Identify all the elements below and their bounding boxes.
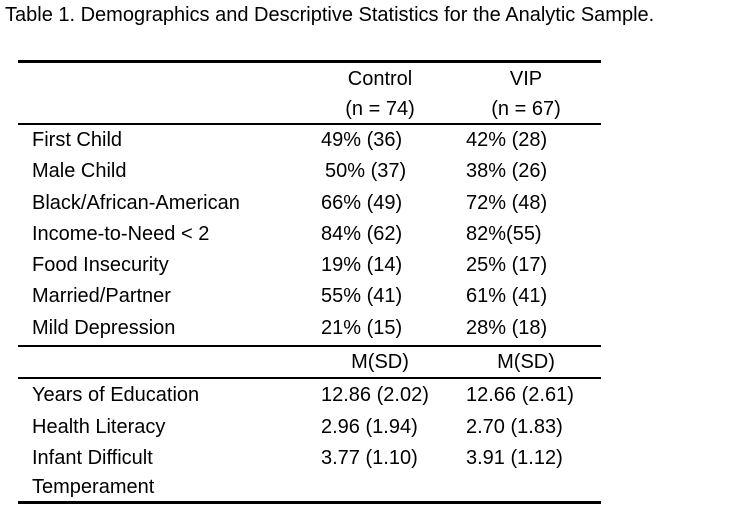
header-control: Control: [347, 68, 413, 90]
header-control-n: (n = 74): [345, 98, 415, 120]
row-label: Years of Education: [32, 384, 200, 406]
header-vip: VIP: [509, 68, 543, 90]
row-control-value: 19% (14): [321, 254, 403, 276]
header-rule: [18, 123, 601, 125]
subheader-control: M(SD): [351, 351, 409, 373]
row-control-value: 21% (15): [321, 317, 403, 339]
row-vip-value: 72% (48): [466, 192, 548, 214]
row-control-value: 84% (62): [321, 223, 403, 245]
row-label: Mild Depression: [32, 317, 176, 339]
row-vip-value: 61% (41): [466, 285, 548, 307]
row-control-value: 12.86 (2.02): [321, 384, 429, 406]
header-vip-n: (n = 67): [491, 98, 561, 120]
row-label: Health Literacy: [32, 416, 166, 438]
bottom-rule: [18, 501, 601, 504]
row-label: First Child: [32, 129, 123, 151]
row-vip-value: 42% (28): [466, 129, 548, 151]
row-vip-value: 3.91 (1.12): [466, 447, 563, 469]
row-label-continued: Temperament: [32, 476, 155, 498]
row-vip-value: 82%(55): [466, 223, 542, 245]
table-caption: Table 1. Demographics and Descriptive St…: [5, 4, 655, 26]
row-control-value: 55% (41): [321, 285, 403, 307]
row-vip-value: 25% (17): [466, 254, 548, 276]
row-label: Male Child: [32, 160, 127, 182]
row-control-value: 49% (36): [321, 129, 403, 151]
row-vip-value: 12.66 (2.61): [466, 384, 574, 406]
section-rule: [18, 345, 601, 347]
row-label: Infant Difficult: [32, 447, 153, 469]
row-control-value: 50% (37): [325, 160, 407, 182]
subheader-rule: [18, 377, 601, 379]
row-label: Income-to-Need < 2: [32, 223, 210, 245]
row-vip-value: 38% (26): [466, 160, 548, 182]
row-label: Food Insecurity: [32, 254, 169, 276]
row-label: Married/Partner: [32, 285, 171, 307]
row-vip-value: 2.70 (1.83): [466, 416, 563, 438]
row-control-value: 3.77 (1.10): [321, 447, 418, 469]
row-control-value: 2.96 (1.94): [321, 416, 418, 438]
row-control-value: 66% (49): [321, 192, 403, 214]
row-label: Black/African-American: [32, 192, 240, 214]
subheader-vip: M(SD): [497, 351, 555, 373]
row-vip-value: 28% (18): [466, 317, 548, 339]
top-rule: [18, 60, 601, 63]
